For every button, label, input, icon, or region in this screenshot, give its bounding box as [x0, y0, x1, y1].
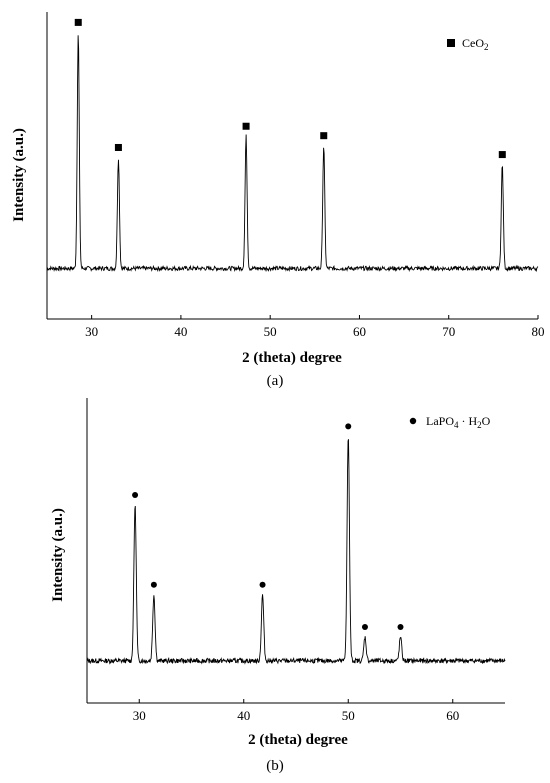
legend-label: LaPO4 · H2O	[426, 414, 491, 430]
x-tick-label: 80	[532, 324, 545, 339]
peak-marker-square	[74, 18, 82, 26]
peak-marker-circle	[361, 624, 368, 631]
panel-a: 30 40 50 60 70 80 Intensity (a.u.) 2 (theta) …	[11, 12, 545, 389]
panel-caption: (b)	[266, 758, 284, 774]
peak-marker-circle	[345, 423, 352, 430]
legend-label: CeO2	[462, 36, 489, 52]
x-tick-label: 50	[342, 708, 355, 723]
legend-circle-marker	[409, 417, 417, 425]
x-tick-label: 30	[85, 324, 98, 339]
x-tick-label: 40	[174, 324, 187, 339]
x-axis-title: 2 (theta) degree	[248, 732, 348, 748]
x-tick-label: 60	[353, 324, 366, 339]
x-tick-label: 60	[446, 708, 459, 723]
peak-marker-square	[320, 132, 328, 140]
x-tick-label: 70	[442, 324, 455, 339]
diffraction-trace	[46, 35, 539, 273]
peak-marker-circle	[397, 624, 404, 631]
y-axis-title: Intensity (a.u.)	[11, 128, 27, 222]
legend: CeO2	[447, 36, 489, 52]
peak-marker-circle	[259, 581, 266, 588]
legend: LaPO4 · H2O	[409, 414, 491, 430]
peak-marker-square	[498, 151, 506, 159]
y-axis-title: Intensity (a.u.)	[50, 508, 66, 602]
x-axis-title: 2 (theta) degree	[242, 350, 342, 366]
panel-caption: (a)	[267, 373, 284, 389]
peak-marker-square	[114, 143, 122, 151]
panel-b: 30 40 50 60 Intensity (a.u.) 2 (theta) degr…	[50, 398, 506, 774]
legend-square-marker	[447, 39, 455, 47]
x-tick-label: 30	[133, 708, 146, 723]
peak-marker-circle	[132, 492, 139, 499]
peak-marker-circle	[150, 581, 157, 588]
diffraction-trace	[86, 439, 506, 665]
peak-marker-square	[242, 122, 250, 130]
x-tick-label: 40	[237, 708, 250, 723]
x-tick-label: 50	[264, 324, 277, 339]
